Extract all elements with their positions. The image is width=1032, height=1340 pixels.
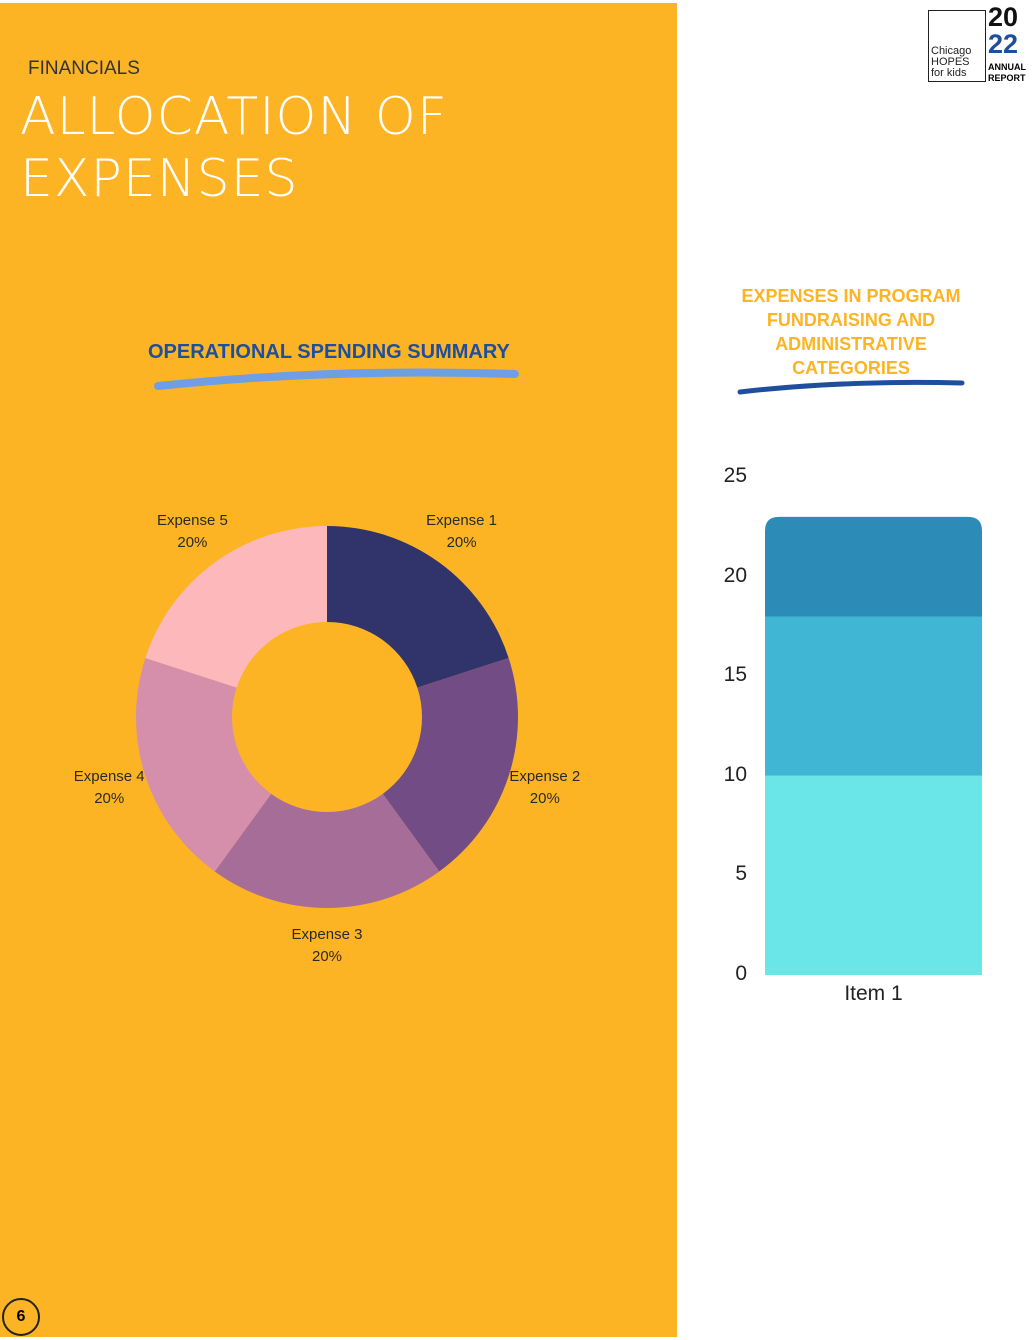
donut-slice-1 [327,526,509,688]
y-tick-label: 20 [723,563,747,587]
donut-slice-5 [145,526,327,688]
bar-segment-3 [765,516,982,617]
y-tick-label: 5 [735,862,747,886]
section-label: FINANCIALS [28,58,140,79]
x-category-label: Item 1 [844,982,903,1005]
title-underline [154,368,519,390]
y-tick-label: 25 [723,464,747,487]
orange-panel [0,3,677,1337]
bar-chart-title: EXPENSES IN PROGRAM FUNDRAISING AND ADMI… [741,286,961,378]
donut-slice-4 [136,657,272,872]
logo-subtitle: ANNUAL REPORT [988,62,1026,83]
slice-label-5: Expense 5 20% [156,511,228,551]
donut-chart [136,526,518,908]
slice-label-4: Expense 4 20% [73,767,145,807]
donut-slice-2 [382,657,518,872]
donut-chart-title: OPERATIONAL SPENDING SUMMARY [148,341,510,363]
page-number: 6 [2,1298,40,1336]
donut-slice-3 [214,793,440,908]
bar-segment-2 [765,616,982,776]
slice-label-3: Expense 3 20% [291,926,363,965]
logo: Chicago HOPES for kids [928,10,986,82]
y-tick-label: 10 [723,762,747,786]
logo-year: 20 22 [988,2,1019,59]
page-title: ALLOCATION OF EXPENSES [20,87,448,209]
stacked-bar-chart [765,516,982,975]
slice-label-2: Expense 2 20% [509,767,581,807]
bar-segment-1 [765,775,982,975]
y-tick-label: 0 [735,962,747,985]
bar-title-underline [737,379,965,395]
y-tick-label: 15 [723,663,747,687]
slice-label-1: Expense 1 20% [426,511,498,551]
